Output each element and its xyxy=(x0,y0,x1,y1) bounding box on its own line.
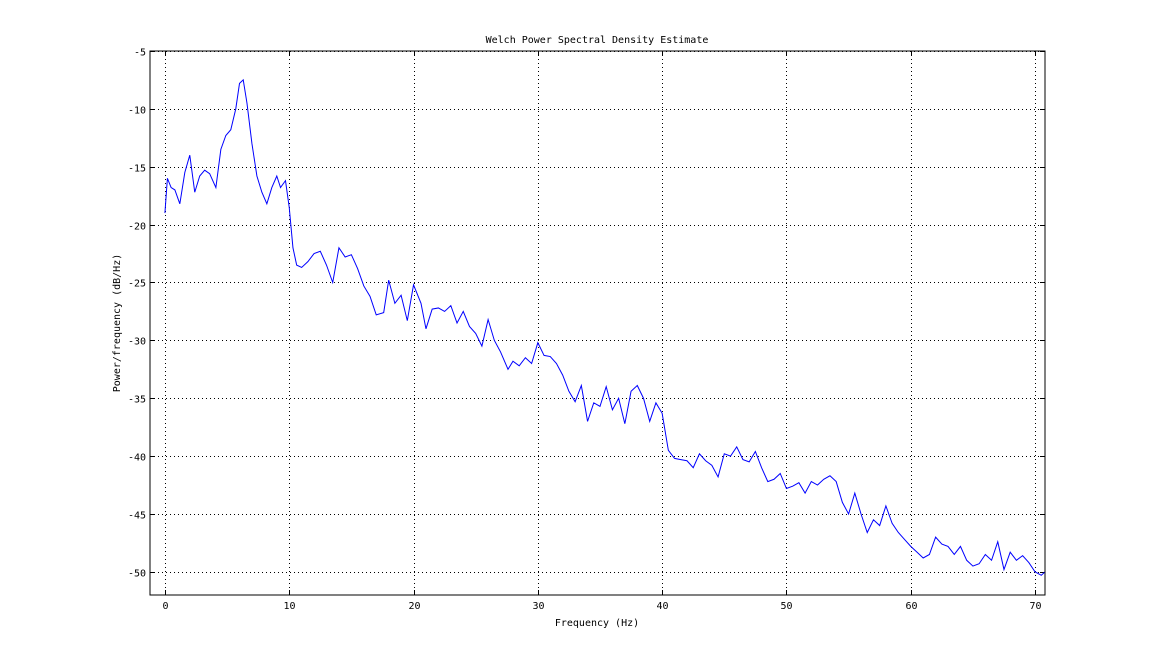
x-tick-label: 40 xyxy=(656,601,668,612)
x-tick-label: 50 xyxy=(780,601,792,612)
y-tick-label: -5 xyxy=(134,48,146,59)
x-tick-labels: 0 10 20 30 40 50 60 70 xyxy=(162,601,1041,612)
y-tick-label: -20 xyxy=(128,222,146,233)
plot-area xyxy=(150,51,1045,595)
x-tick-label: 30 xyxy=(532,601,544,612)
x-tick-label: 20 xyxy=(408,601,420,612)
y-tick-label: -45 xyxy=(128,511,146,522)
x-tick-label: 10 xyxy=(283,601,295,612)
y-tick-labels: -50 -45 -40 -35 -30 -25 -20 -15 -10 -5 xyxy=(128,48,146,580)
y-tick-label: -50 xyxy=(128,569,146,580)
psd-series-line xyxy=(164,78,1046,576)
y-tick-label: -10 xyxy=(128,106,146,117)
y-tick-label: -25 xyxy=(128,279,146,290)
x-tick-label: 0 xyxy=(162,601,168,612)
grid-lines xyxy=(150,51,1045,595)
y-tick-label: -15 xyxy=(128,164,146,175)
chart-title: Welch Power Spectral Density Estimate xyxy=(486,35,709,46)
x-tick-label: 60 xyxy=(905,601,917,612)
x-tick-label: 70 xyxy=(1029,601,1041,612)
x-axis-label: Frequency (Hz) xyxy=(555,618,639,629)
y-tick-label: -30 xyxy=(128,337,146,348)
plot-frame xyxy=(149,50,1046,596)
y-tick-label: -35 xyxy=(128,395,146,406)
y-tick-label: -40 xyxy=(128,453,146,464)
y-axis-label: Power/frequency (dB/Hz) xyxy=(112,254,123,392)
